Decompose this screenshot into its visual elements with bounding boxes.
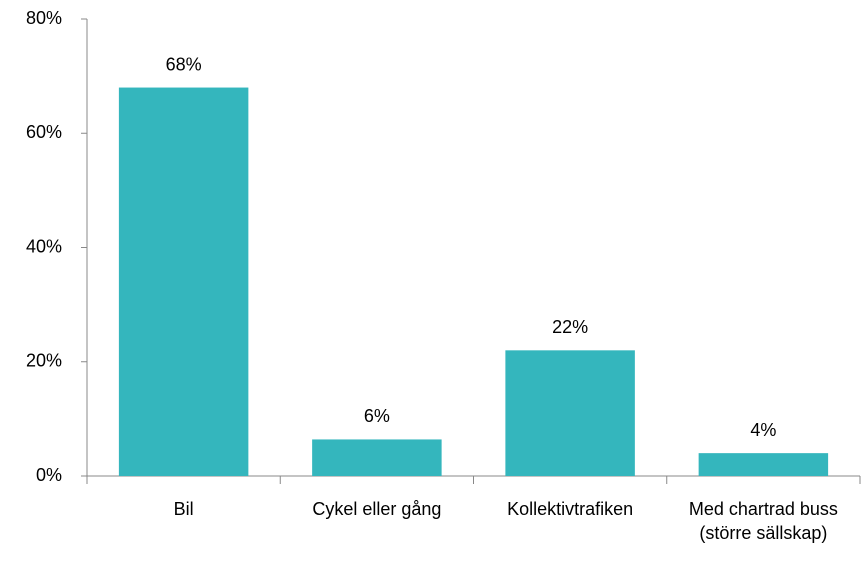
x-tick-label: Bil bbox=[173, 499, 194, 519]
data-label: 6% bbox=[364, 406, 390, 426]
bar bbox=[118, 87, 249, 477]
y-tick-label: 0% bbox=[36, 465, 62, 485]
y-tick-label: 60% bbox=[26, 122, 62, 142]
y-tick-label: 20% bbox=[26, 351, 62, 371]
bar bbox=[698, 453, 829, 476]
data-label: 22% bbox=[552, 317, 588, 337]
data-label: 68% bbox=[166, 54, 202, 74]
bar bbox=[312, 439, 442, 476]
y-tick-label: 80% bbox=[26, 8, 62, 28]
y-tick-label: 40% bbox=[26, 236, 62, 256]
x-tick-label: Med chartrad buss (större sällskap) bbox=[688, 499, 838, 543]
x-tick-label: Cykel eller gång bbox=[312, 499, 442, 519]
data-label: 4% bbox=[750, 420, 776, 440]
x-tick-label: Kollektivtrafiken bbox=[507, 499, 634, 519]
bar bbox=[505, 350, 635, 476]
